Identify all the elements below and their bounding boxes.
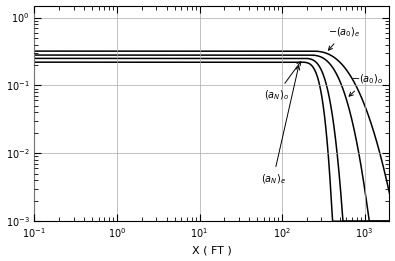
Text: $(a_N)_o$: $(a_N)_o$ bbox=[264, 62, 301, 102]
X-axis label: X ( FT ): X ( FT ) bbox=[192, 245, 232, 256]
Text: $-(a_0)_o$: $-(a_0)_o$ bbox=[349, 73, 383, 96]
Text: $(a_N)_e$: $(a_N)_e$ bbox=[261, 66, 300, 186]
Text: $-(a_0)_e$: $-(a_0)_e$ bbox=[328, 25, 360, 50]
